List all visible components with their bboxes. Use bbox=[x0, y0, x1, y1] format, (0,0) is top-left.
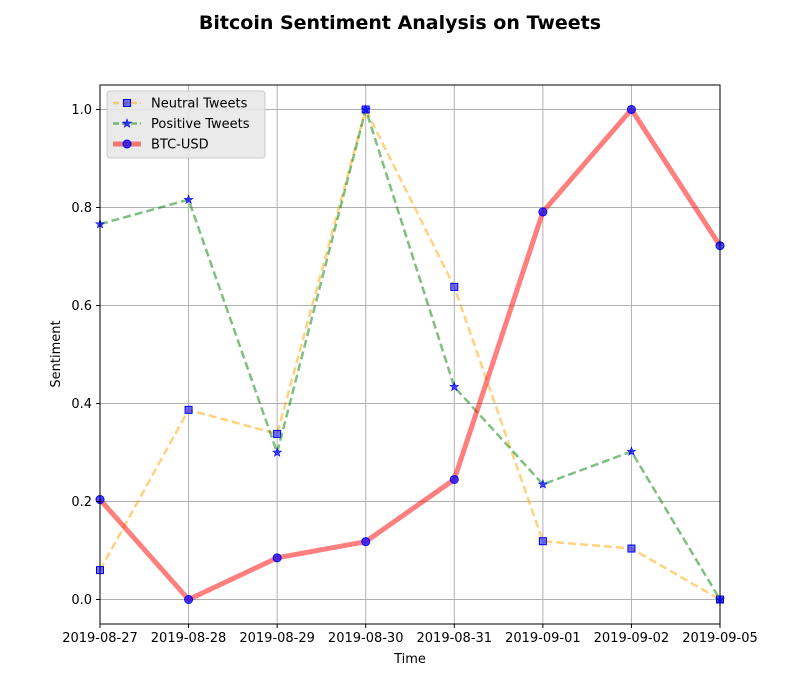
legend-marker bbox=[122, 139, 132, 149]
series-line bbox=[98, 108, 721, 601]
data-point bbox=[449, 474, 459, 484]
legend-marker bbox=[123, 99, 131, 107]
data-point bbox=[626, 105, 636, 114]
x-tick-label: 2019-09-05 bbox=[682, 631, 758, 646]
data-point bbox=[627, 544, 636, 553]
series-line bbox=[99, 108, 722, 601]
legend-label: BTC-USD bbox=[151, 138, 209, 153]
x-tick-label: 2019-09-01 bbox=[505, 631, 581, 646]
x-axis-label: Time bbox=[393, 652, 426, 667]
data-point bbox=[184, 405, 193, 414]
x-tick-label: 2019-08-28 bbox=[151, 631, 227, 646]
y-tick-label: 0.0 bbox=[71, 593, 92, 608]
data-point bbox=[537, 478, 548, 489]
data-point bbox=[272, 447, 283, 457]
data-point bbox=[183, 194, 194, 204]
y-axis-label: Sentiment bbox=[49, 320, 64, 387]
data-point bbox=[361, 537, 371, 547]
grid bbox=[99, 85, 721, 624]
x-axis: 2019-08-27 2019-08-28 2019-08-29 2019-08-30… bbox=[62, 624, 758, 646]
data-point bbox=[626, 446, 637, 456]
x-tick-label: 2019-08-31 bbox=[417, 631, 493, 646]
data-point bbox=[273, 429, 282, 438]
y-tick-label: 0.6 bbox=[71, 299, 92, 314]
series-positive-tweets bbox=[94, 104, 726, 604]
x-tick-label: 2019-08-29 bbox=[239, 631, 315, 646]
y-tick-label: 0.8 bbox=[71, 201, 92, 216]
data-point bbox=[184, 595, 194, 604]
x-tick-label: 2019-08-30 bbox=[328, 631, 404, 646]
data-point bbox=[360, 104, 371, 114]
legend-box bbox=[106, 90, 266, 159]
legend-label: Neutral Tweets bbox=[151, 97, 248, 112]
plot-frame bbox=[99, 84, 721, 625]
y-tick-label: 0.2 bbox=[71, 495, 92, 510]
series-btc-usd bbox=[95, 105, 725, 604]
x-tick-label: 2019-08-27 bbox=[62, 631, 138, 646]
data-point bbox=[449, 381, 460, 392]
chart-title: Bitcoin Sentiment Analysis on Tweets bbox=[199, 12, 601, 34]
data-point bbox=[538, 207, 548, 217]
series-neutral-tweets bbox=[96, 105, 724, 604]
series-line bbox=[98, 107, 723, 602]
legend: Neutral Tweets Positive Tweets BTC-USD bbox=[106, 90, 266, 159]
y-axis: 0.0 0.2 0.4 0.6 0.8 1.0 bbox=[71, 103, 100, 608]
data-point bbox=[538, 537, 547, 546]
data-point bbox=[450, 282, 459, 291]
legend-marker bbox=[121, 118, 133, 128]
y-tick-label: 0.4 bbox=[71, 397, 92, 412]
y-tick-label: 1.0 bbox=[71, 103, 92, 118]
series-layer bbox=[94, 104, 726, 604]
x-tick-label: 2019-09-02 bbox=[594, 631, 670, 646]
data-point bbox=[272, 553, 282, 563]
legend-label: Positive Tweets bbox=[151, 117, 250, 132]
